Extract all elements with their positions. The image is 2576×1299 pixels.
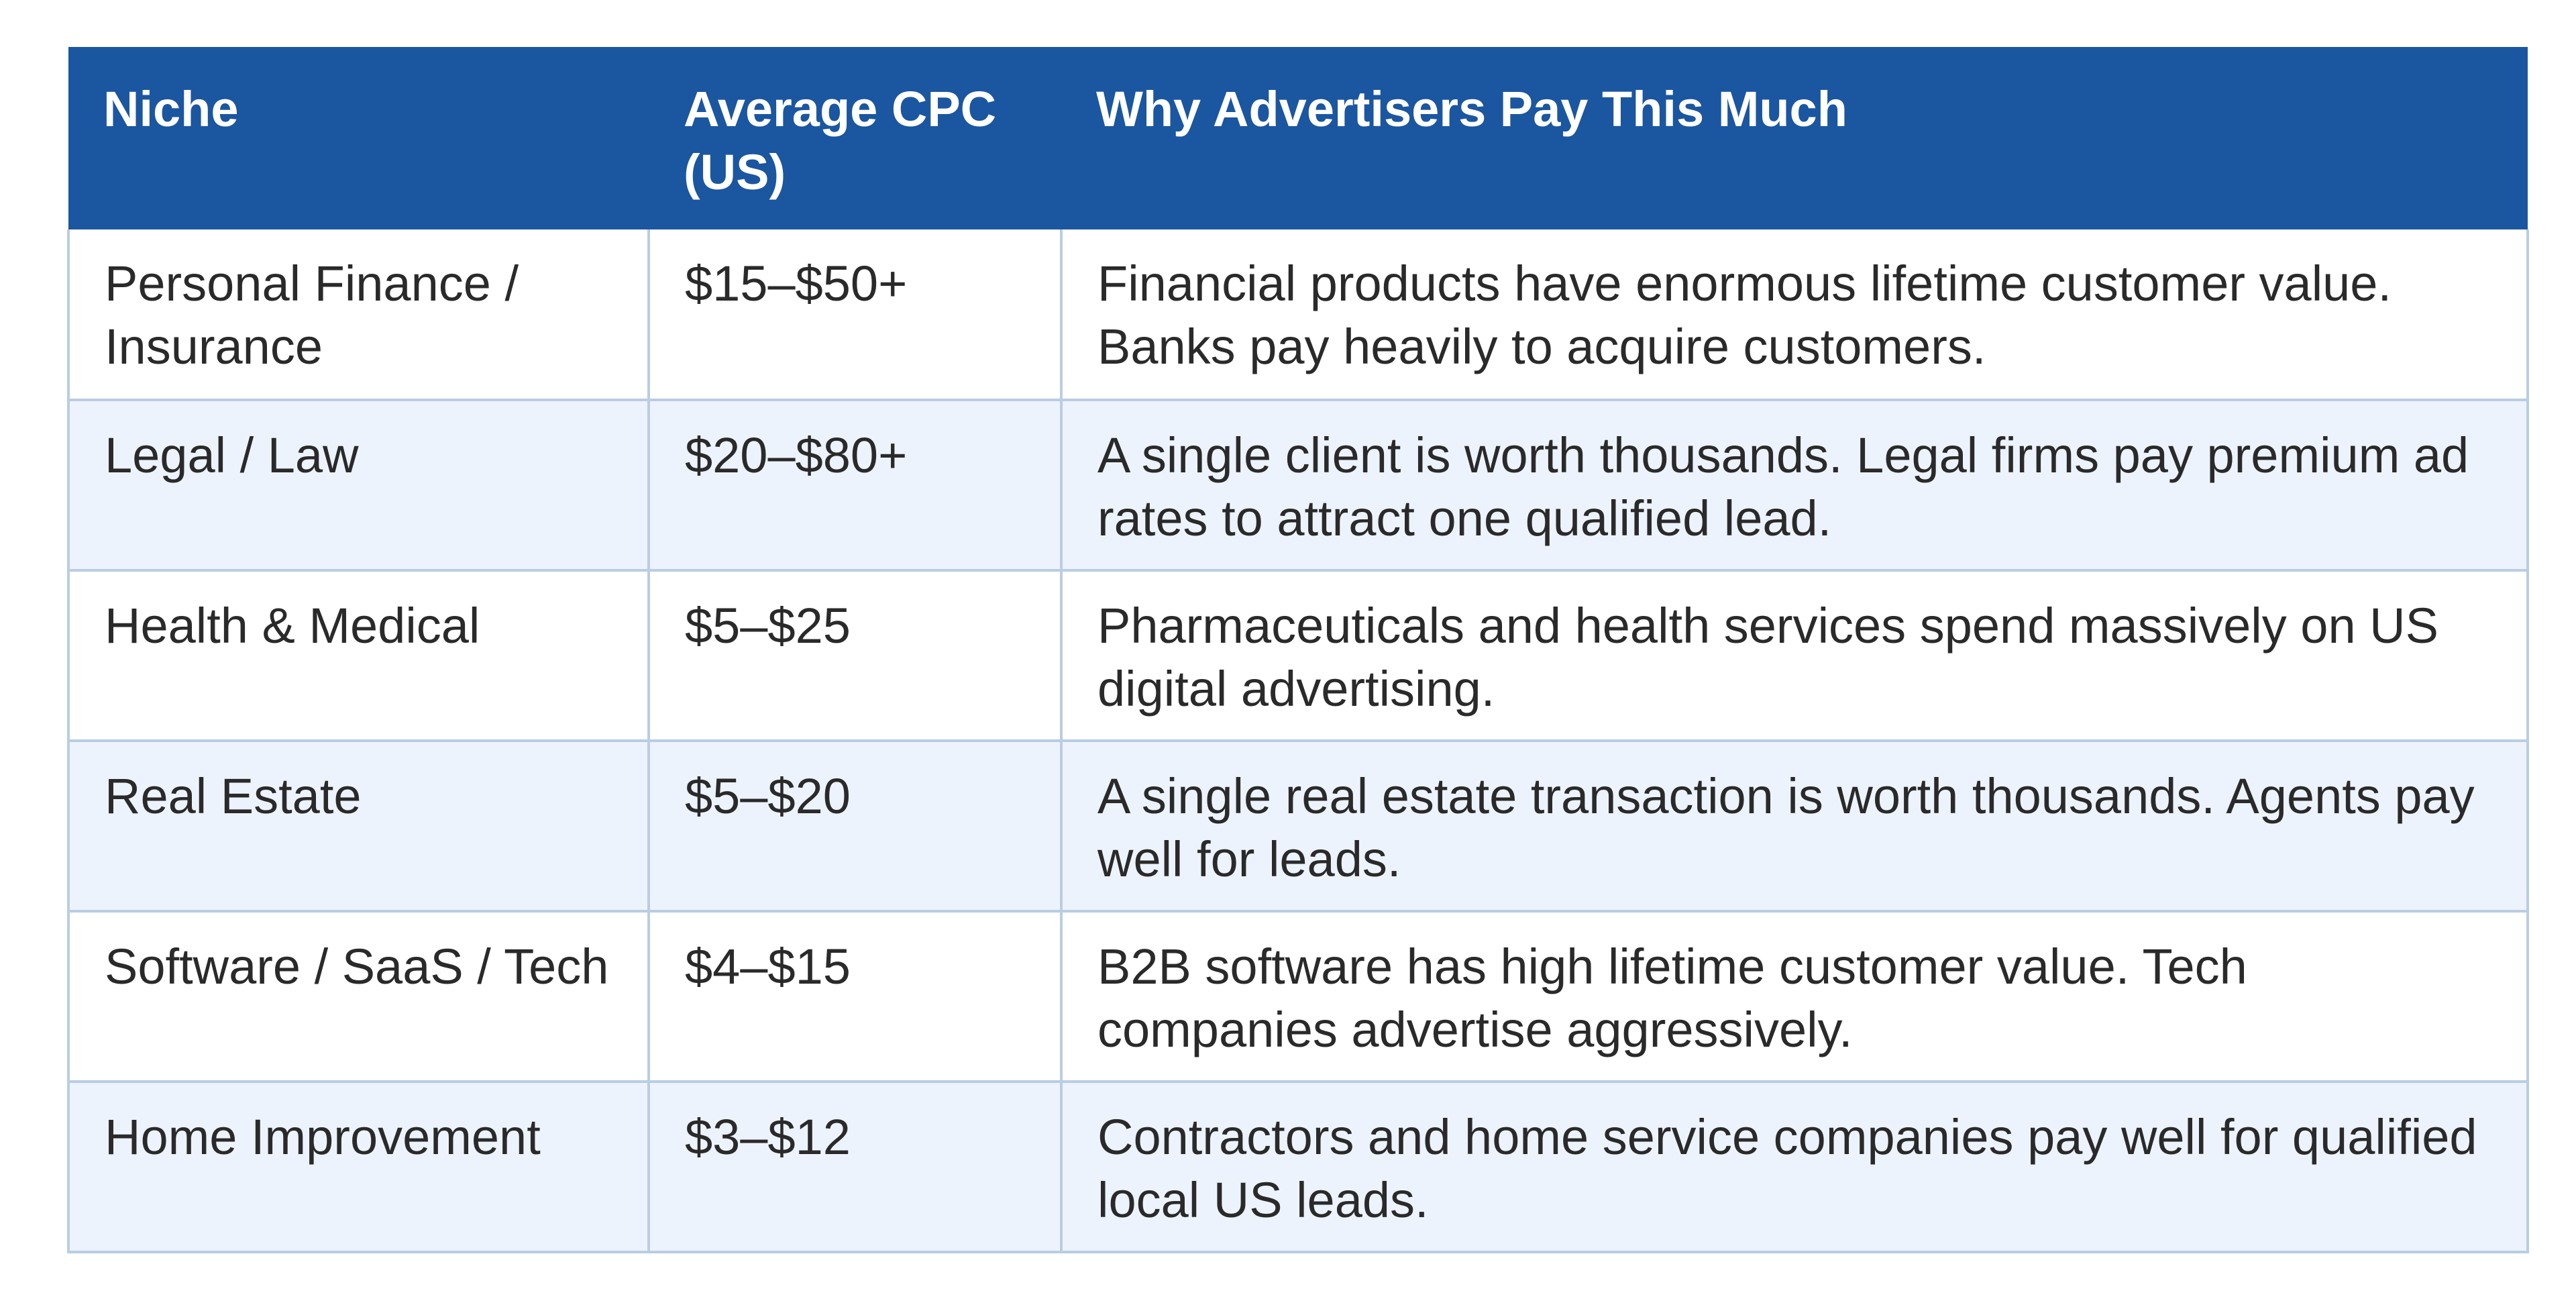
cell-niche: Personal Finance / Insurance — [67, 229, 650, 401]
cell-niche: Home Improvement — [67, 1082, 650, 1253]
cell-cpc: $3–$12 — [647, 1082, 1063, 1253]
cell-why: A single client is worth thousands. Lega… — [1060, 400, 2529, 572]
cell-why: B2B software has high lifetime customer … — [1060, 911, 2529, 1083]
table-row: Personal Finance / Insurance $15–$50+ Fi… — [67, 229, 2529, 401]
cell-why: Pharmaceuticals and health services spen… — [1060, 570, 2529, 742]
table-row: Legal / Law $20–$80+ A single client is … — [67, 400, 2529, 572]
cell-niche: Software / SaaS / Tech — [67, 911, 650, 1083]
cell-cpc: $20–$80+ — [647, 400, 1063, 572]
header-row: Niche Average CPC (US) Why Advertisers P… — [68, 47, 2528, 229]
cell-why: A single real estate transaction is wort… — [1060, 741, 2529, 913]
cell-cpc: $15–$50+ — [647, 229, 1063, 401]
cell-niche: Real Estate — [67, 741, 650, 913]
table-row: Software / SaaS / Tech $4–$15 B2B softwa… — [67, 911, 2529, 1083]
cell-why: Contractors and home service companies p… — [1060, 1082, 2529, 1253]
header-niche: Niche — [68, 47, 649, 229]
table-header: Niche Average CPC (US) Why Advertisers P… — [68, 47, 2528, 229]
table-body: Personal Finance / Insurance $15–$50+ Fi… — [67, 229, 2529, 1253]
table-row: Home Improvement $3–$12 Contractors and … — [67, 1082, 2529, 1253]
header-why-advertisers-pay: Why Advertisers Pay This Much — [1061, 47, 2528, 229]
table-row: Real Estate $5–$20 A single real estate … — [67, 741, 2529, 913]
cell-why: Financial products have enormous lifetim… — [1060, 229, 2529, 401]
cpc-table: Niche Average CPC (US) Why Advertisers P… — [67, 47, 2529, 1253]
cell-niche: Health & Medical — [67, 570, 650, 742]
header-average-cpc: Average CPC (US) — [649, 47, 1061, 229]
table-row: Health & Medical $5–$25 Pharmaceuticals … — [67, 570, 2529, 742]
cell-cpc: $4–$15 — [647, 911, 1063, 1083]
cell-niche: Legal / Law — [67, 400, 650, 572]
cell-cpc: $5–$20 — [647, 741, 1063, 913]
cell-cpc: $5–$25 — [647, 570, 1063, 742]
